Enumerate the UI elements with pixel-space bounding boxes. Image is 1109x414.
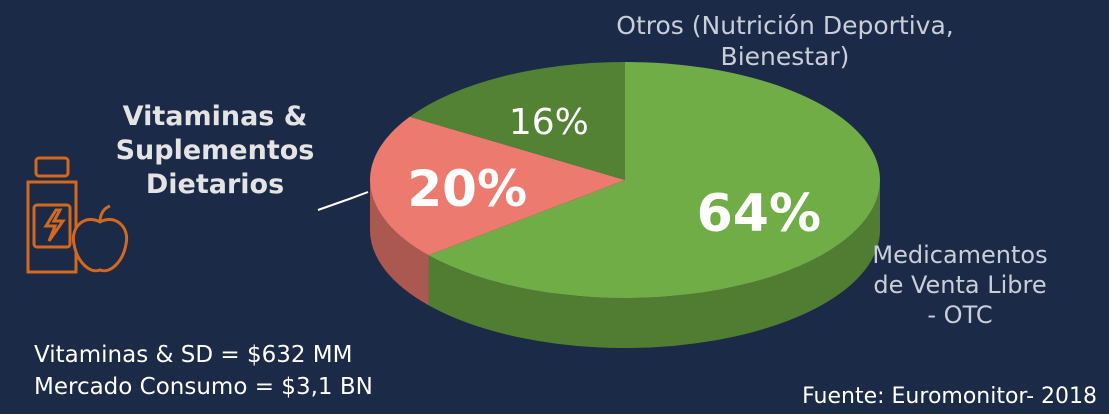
category-label: Vitaminas & Suplementos Dietarios [115,101,315,200]
slice [370,116,625,256]
value-label: 20% [407,160,527,218]
category-label: Otros (Nutrición Deportiva, Bienestar) [616,11,954,72]
slice-side [370,180,429,306]
value-label: 16% [509,102,589,143]
leader-line [317,191,369,211]
source: Fuente: Euromonitor- 2018 [802,384,1097,409]
icon [26,156,129,274]
category-label: Medicamentos de Venta Libre - OTC [872,241,1048,329]
value-label: 64% [697,184,821,244]
note: Vitaminas & SD = $632 MM [34,342,353,368]
note: Mercado Consumo = $3,1 BN [34,374,373,400]
slice-side [428,180,880,349]
slice [409,62,625,180]
slice [428,62,881,299]
